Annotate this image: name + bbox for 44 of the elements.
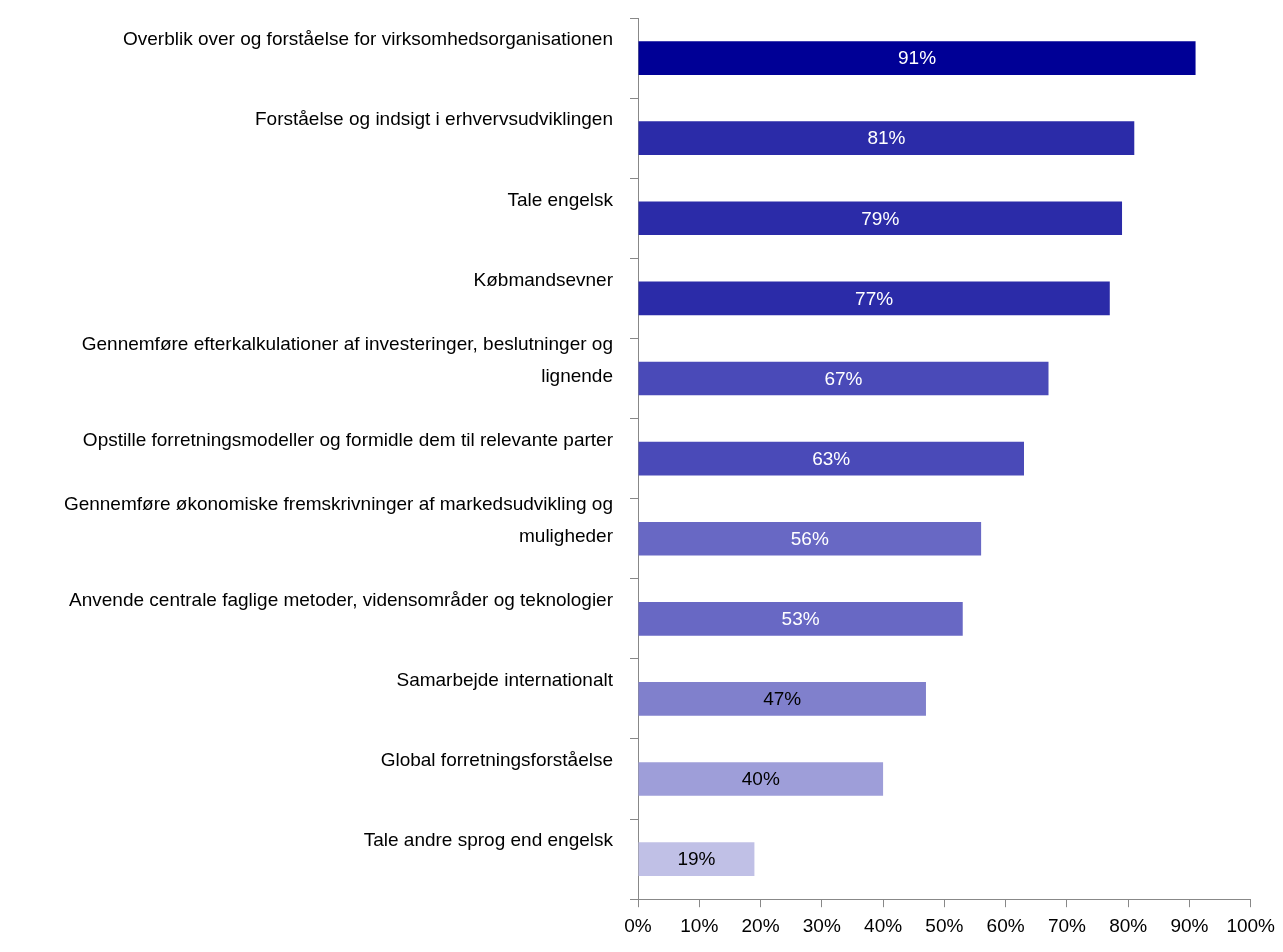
bar: [638, 762, 884, 796]
bar: [638, 41, 1196, 75]
bar: [638, 281, 1110, 316]
x-tick-label: 30%: [802, 914, 841, 936]
x-tick-label: 20%: [741, 914, 780, 936]
y-tick-label: Tale engelsk: [507, 188, 614, 210]
data-label: 40%: [741, 768, 780, 790]
y-tick-label: Gennemføre økonomiske fremskrivninger af markedsudvikling og muligheder: [63, 492, 614, 546]
y-tick-label: Samarbejde internationalt: [396, 669, 614, 691]
x-tick-label: 40%: [864, 914, 903, 936]
data-label: 53%: [781, 608, 820, 630]
data-label: 56%: [790, 527, 829, 549]
y-tick-label: Anvende centrale faglige metoder, vidensområder og teknologier: [69, 589, 614, 611]
y-tick-label: Tale andre sprog end engelsk: [363, 829, 614, 851]
bar: [638, 361, 1049, 396]
data-label: 19%: [677, 848, 716, 870]
bar: [638, 521, 982, 556]
bar: [638, 602, 963, 636]
bar: [638, 121, 1135, 155]
data-label: 77%: [855, 287, 894, 309]
y-tick-label: Forståelse og indsigt i erhvervsudviklingen: [254, 108, 613, 130]
x-tick-label: 60%: [986, 914, 1025, 936]
x-tick-label: 0%: [624, 914, 652, 936]
y-tick-label: Købmandsevner: [473, 268, 614, 290]
data-label: 91%: [898, 47, 937, 69]
x-tick-label: 100%: [1226, 914, 1276, 936]
bar: [638, 201, 1123, 236]
x-tick-label: 10%: [680, 914, 719, 936]
data-label: 67%: [824, 367, 863, 389]
data-label: 81%: [867, 127, 906, 149]
y-tick-label: Overblik over og forståelse for virksomhedsorganisationen: [122, 28, 613, 50]
x-tick-label: 90%: [1170, 914, 1209, 936]
y-tick-label: Gennemføre efterkalkulationer af investeringer, beslutninger og lignende: [81, 332, 613, 386]
y-tick-label: Global forretningsforståelse: [380, 749, 613, 771]
x-tick-label: 80%: [1109, 914, 1148, 936]
data-label: 47%: [763, 688, 802, 710]
data-label: 79%: [861, 207, 900, 229]
data-label: 63%: [812, 447, 851, 469]
bar: [638, 842, 755, 876]
y-tick-label: Opstille forretningsmodeller og formidle dem til relevante parter: [82, 428, 614, 450]
bar: [638, 682, 926, 716]
x-tick-label: 50%: [925, 914, 964, 936]
bar: [638, 441, 1024, 476]
x-tick-label: 70%: [1047, 914, 1087, 936]
